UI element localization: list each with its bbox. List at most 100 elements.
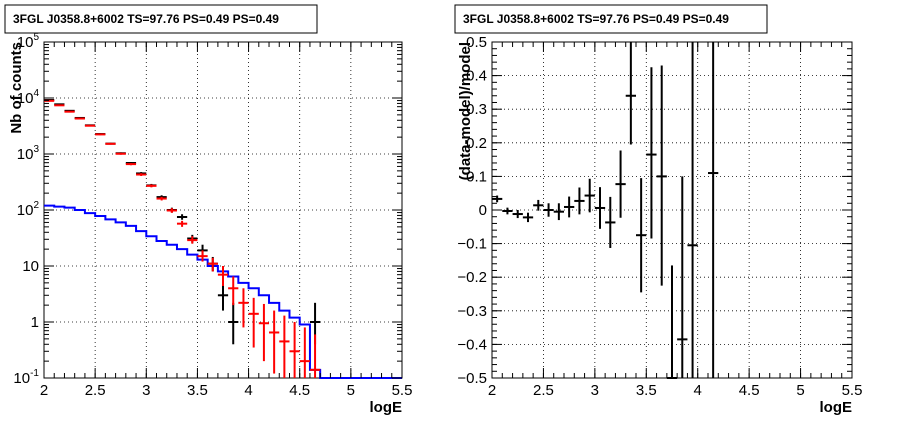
residual-point (708, 42, 719, 378)
x-tick-label: 4.5 (739, 382, 760, 399)
data-point (228, 302, 239, 345)
residual-point (512, 210, 523, 219)
x-tick-label: 5 (796, 382, 804, 399)
residual-point (533, 199, 544, 211)
data-point (176, 220, 188, 227)
data-point (74, 117, 85, 120)
counts-y-axis-label: Nb of counts (8, 42, 25, 134)
counts-plot-frame (43, 41, 403, 379)
data-point (146, 184, 157, 188)
residual-point (564, 196, 575, 218)
counts-panel: 3FGL J0358.8+6002 TS=97.76 PS=0.49 PS=0.… (4, 4, 413, 416)
data-point (248, 297, 259, 348)
x-tick-label: 5.5 (842, 382, 863, 399)
residual-point (666, 265, 678, 379)
y-tick-label: 10 (22, 258, 39, 275)
x-tick-label: 3.5 (187, 382, 208, 399)
data-point (115, 152, 126, 155)
x-tick-label: 3 (142, 382, 150, 399)
residuals-y-axis-label: (data-model)/model (457, 42, 474, 180)
data-point (217, 266, 229, 286)
residual-point (687, 42, 698, 378)
data-point (289, 322, 300, 378)
x-tick-label: 2.5 (533, 382, 554, 399)
residuals-y-ticks: 0.5 0.4 0.3 0.2 0.1 0 −0.1 −0.2 −0.3 −0.4 −0.5 (457, 34, 852, 387)
data-point (136, 173, 147, 176)
y-tick-label: 0.3 (466, 101, 487, 118)
residual-point (625, 42, 636, 145)
residual-point (553, 203, 564, 221)
residuals-title: 3FGL J0358.8+6002 TS=97.76 PS=0.49 PS=0.… (463, 12, 729, 26)
residuals-panel: 3FGL J0358.8+6002 TS=97.76 PS=0.49 PS=0.… (454, 4, 863, 416)
residual-point (492, 195, 503, 203)
residual-point (615, 150, 626, 218)
counts-x-axis-label: logE (370, 399, 403, 416)
residuals-grid (492, 42, 852, 378)
residual-point (605, 196, 616, 248)
data-point (279, 315, 290, 378)
residual-point (677, 176, 688, 378)
y-tick-label: 0.4 (466, 68, 487, 85)
residual-point (502, 207, 513, 215)
y-tick-label: −0.5 (457, 370, 487, 387)
x-tick-label: 4 (694, 382, 702, 399)
data-point (309, 334, 321, 378)
data-point (238, 288, 249, 328)
residual-point (543, 203, 554, 217)
x-tick-label: 5 (347, 382, 355, 399)
y-tick-label: 104 (17, 88, 40, 107)
x-tick-label: 3.5 (636, 382, 657, 399)
data-point (125, 163, 137, 166)
x-tick-label: 5.5 (392, 382, 413, 399)
data-point (258, 303, 270, 362)
residual-point (574, 187, 585, 215)
data-point (228, 276, 239, 306)
residual-point (584, 178, 595, 213)
y-tick-label: 0 (479, 202, 487, 219)
data-point (197, 250, 208, 262)
x-tick-label: 2.5 (85, 382, 106, 399)
data-point (84, 124, 96, 127)
x-tick-label: 4 (244, 382, 252, 399)
residual-point (636, 178, 647, 293)
x-tick-label: 4.5 (289, 382, 310, 399)
y-tick-label: 10-1 (13, 368, 39, 387)
data-point (176, 214, 188, 220)
residual-point (522, 212, 534, 223)
data-point (95, 133, 106, 136)
y-tick-label: 1 (31, 314, 39, 331)
y-tick-label: −0.2 (457, 269, 487, 286)
data-point (156, 196, 167, 201)
residuals-x-ticks: 2 2.5 3 3.5 4 4.5 5 5.5 (488, 42, 863, 399)
y-tick-label: 0.2 (466, 135, 487, 152)
data-point (64, 110, 75, 113)
x-tick-label: 2 (40, 382, 48, 399)
residuals-series (492, 42, 719, 379)
residual-point (594, 187, 606, 229)
counts-y-ticks: 10-1 1 10 102 103 104 105 (13, 32, 402, 387)
y-tick-label: −0.3 (457, 303, 487, 320)
y-tick-label: −0.1 (457, 236, 487, 253)
y-tick-label: 105 (17, 32, 40, 51)
y-tick-label: −0.4 (457, 336, 487, 353)
data-point (166, 208, 177, 213)
residual-point (646, 67, 657, 239)
counts-series (44, 99, 402, 379)
data-point (217, 283, 229, 311)
model-step-line (44, 204, 402, 379)
data-point (299, 327, 310, 378)
x-tick-label: 3 (591, 382, 599, 399)
data-point (187, 236, 198, 244)
y-tick-label: 102 (17, 200, 40, 219)
data-point (207, 257, 218, 272)
y-tick-label: 103 (17, 144, 40, 163)
x-tick-label: 2 (488, 382, 496, 399)
counts-title: 3FGL J0358.8+6002 TS=97.76 PS=0.49 PS=0.… (13, 12, 279, 26)
data-point (54, 104, 65, 107)
data-point (105, 142, 116, 145)
y-tick-label: 0.1 (466, 168, 487, 185)
residuals-title-box (454, 4, 768, 34)
counts-title-box (4, 4, 318, 34)
